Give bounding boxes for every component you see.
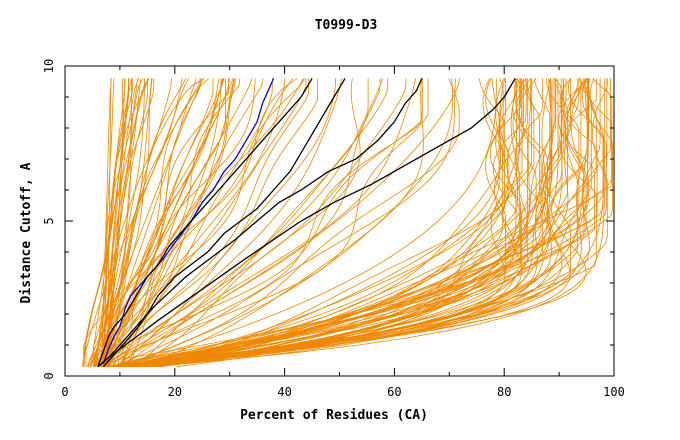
- plot-lines: [81, 78, 613, 368]
- model-curve: [133, 78, 361, 368]
- model-curve: [143, 78, 565, 368]
- model-curve: [102, 78, 318, 367]
- model-curve: [144, 78, 608, 368]
- x-tick-label: 80: [497, 385, 511, 399]
- model-curve: [149, 78, 517, 368]
- model-curve: [118, 78, 298, 367]
- model-curve: [97, 78, 226, 367]
- model-curve: [147, 78, 517, 368]
- highlight-curve-4: [97, 78, 516, 368]
- model-curve: [136, 78, 597, 368]
- model-curve: [103, 78, 264, 367]
- model-curve: [131, 78, 588, 368]
- model-curve: [118, 78, 580, 368]
- model-curve: [120, 78, 381, 368]
- model-curve: [119, 78, 532, 368]
- model-curve: [96, 78, 126, 367]
- model-curve: [105, 78, 124, 367]
- highlight-curve-0: [102, 78, 275, 364]
- model-curve: [102, 78, 220, 367]
- model-curve: [109, 78, 557, 368]
- model-curve: [105, 78, 460, 368]
- model-curve: [100, 78, 149, 367]
- model-curve: [106, 78, 389, 367]
- model-curve: [106, 78, 112, 367]
- model-curve: [118, 78, 563, 368]
- model-curve: [118, 78, 535, 368]
- model-curve: [139, 78, 604, 368]
- x-tick-label: 0: [61, 385, 68, 399]
- model-curve: [103, 78, 214, 367]
- model-curve: [153, 78, 551, 368]
- model-curve: [150, 78, 590, 368]
- y-tick-label: 10: [42, 59, 56, 73]
- highlight-curve-3: [97, 78, 423, 368]
- model-curve: [126, 78, 509, 368]
- model-curve: [102, 78, 115, 367]
- model-curve: [97, 78, 416, 368]
- model-curve: [146, 78, 606, 368]
- x-tick-label: 60: [387, 385, 401, 399]
- model-curve: [98, 78, 224, 367]
- model-curve: [160, 78, 540, 368]
- x-tick-label: 100: [603, 385, 625, 399]
- chart-title: T0999-D3: [315, 18, 378, 33]
- model-curve: [104, 78, 186, 367]
- highlight-curve-2: [102, 78, 346, 368]
- model-curve: [177, 78, 542, 368]
- y-tick-label: 0: [42, 372, 56, 379]
- model-curve: [111, 78, 456, 368]
- model-curve: [105, 78, 129, 367]
- model-curve: [97, 78, 424, 367]
- model-curve: [112, 78, 222, 367]
- model-curve: [122, 78, 528, 368]
- highlight-curve-1: [97, 78, 313, 367]
- model-curve: [94, 78, 210, 367]
- model-curve: [93, 78, 286, 367]
- model-curve: [107, 78, 305, 367]
- highlight-lines: [97, 78, 516, 368]
- model-curve: [140, 78, 424, 368]
- model-curve: [159, 78, 598, 368]
- model-curve: [83, 78, 129, 367]
- model-curve: [132, 78, 580, 368]
- model-curve: [125, 78, 235, 367]
- model-curve: [101, 78, 112, 367]
- model-curve: [157, 78, 506, 368]
- model-curve: [94, 78, 144, 367]
- model-curve: [86, 78, 253, 367]
- model-curve: [113, 78, 552, 368]
- axis-ticks: 0 20 40 60 80 100 0 5 10: [42, 59, 625, 399]
- model-curve: [112, 78, 309, 367]
- model-curve: [104, 78, 234, 367]
- model-curve: [102, 78, 589, 368]
- model-curve: [94, 78, 256, 367]
- model-curve: [132, 78, 429, 367]
- model-curve: [154, 78, 578, 368]
- model-curve: [139, 78, 612, 368]
- model-curve: [83, 78, 229, 367]
- model-curve: [125, 78, 595, 368]
- model-curve: [101, 78, 197, 367]
- x-tick-label: 20: [168, 385, 182, 399]
- model-curve: [87, 78, 307, 367]
- model-curve: [118, 78, 497, 368]
- model-curve: [102, 78, 190, 367]
- model-curve: [151, 78, 607, 368]
- model-curve: [107, 78, 562, 368]
- x-axis-label: Percent of Residues (CA): [240, 408, 428, 423]
- model-curve: [130, 78, 568, 368]
- model-curve: [119, 78, 460, 368]
- model-curve: [98, 78, 172, 367]
- x-tick-label: 40: [277, 385, 291, 399]
- model-curve: [146, 78, 604, 368]
- y-axis-label: Distance Cutoff, A: [19, 162, 34, 303]
- y-tick-label: 5: [42, 217, 56, 224]
- model-curve: [107, 78, 520, 368]
- model-curve: [129, 78, 504, 368]
- model-curve: [119, 78, 554, 368]
- model-curve: [102, 78, 133, 367]
- model-curve: [81, 78, 205, 367]
